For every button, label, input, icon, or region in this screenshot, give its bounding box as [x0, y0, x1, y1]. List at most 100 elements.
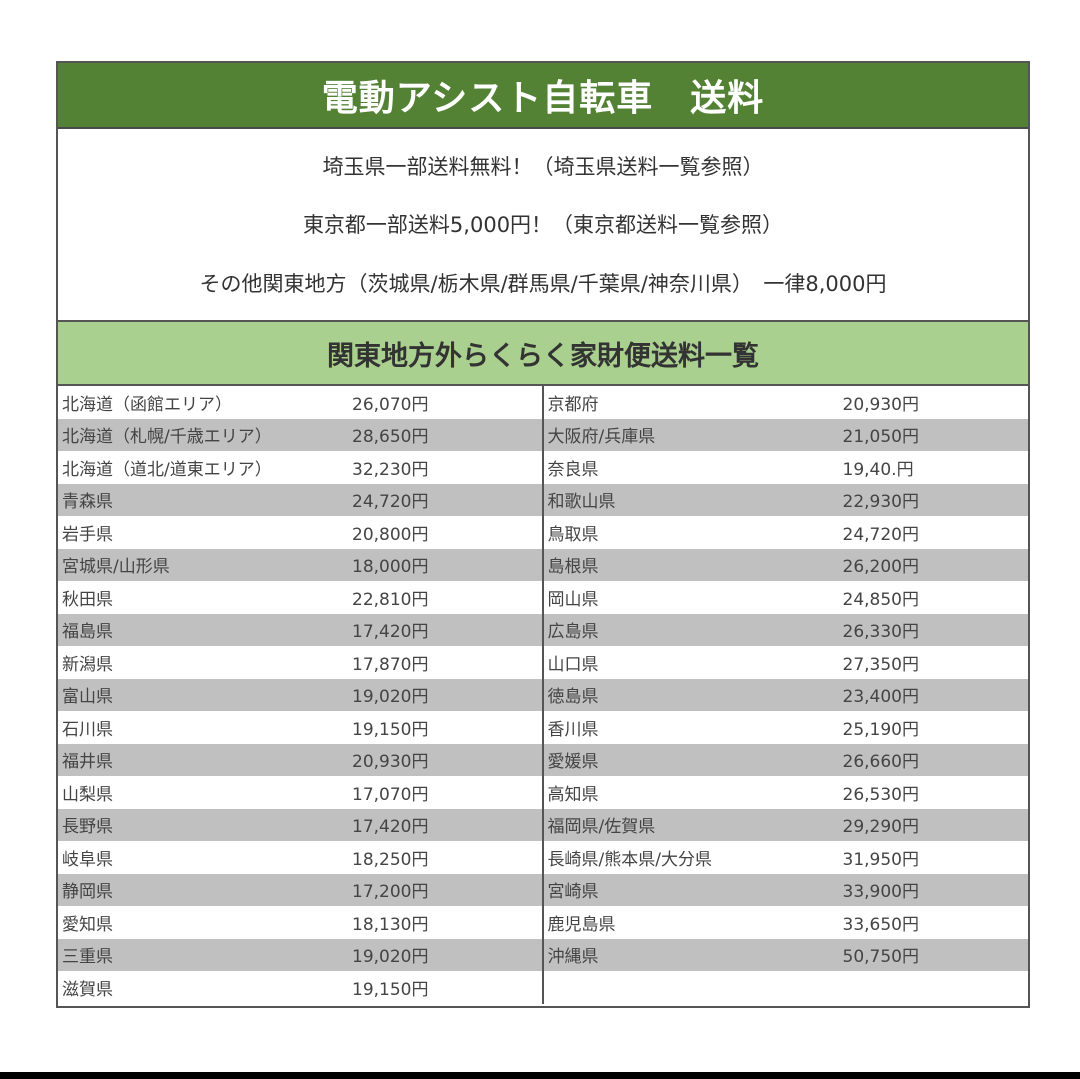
table-row: 愛知県 18,130円	[58, 906, 542, 939]
table-row: 秋田県 22,810円	[58, 581, 542, 614]
table-row: 北海道（道北/道東エリア） 32,230円	[58, 451, 542, 484]
shipping-fee: 17,870円	[352, 654, 429, 675]
shipping-fee: 20,930円	[842, 394, 919, 415]
table-row: 広島県 26,330円	[543, 613, 1028, 646]
table-row: 石川県 19,150円	[58, 711, 542, 744]
table-row: 島根県 26,200円	[543, 548, 1028, 581]
table-row: 新潟県 17,870円	[58, 646, 542, 679]
shipping-fee: 19,150円	[352, 719, 429, 740]
table-row: 鹿児島県 33,650円	[544, 906, 1029, 939]
info-section: 埼玉県一部送料無料！（埼玉県送料一覧参照） 東京都一部送料5,000円！（東京都…	[58, 129, 1028, 322]
region-name: 青森県	[62, 492, 113, 513]
table-row: 福岡県/佐賀県 29,290円	[543, 808, 1028, 841]
region-name: 広島県	[547, 622, 599, 643]
region-name: 富山県	[62, 687, 113, 708]
table-row: 静岡県 17,200円	[58, 873, 542, 906]
shipping-fee: 19,020円	[352, 687, 429, 708]
region-name: 和歌山県	[547, 492, 616, 513]
region-name: 宮城県/山形県	[62, 557, 170, 578]
shipping-fee: 17,420円	[352, 817, 429, 838]
region-name: 静岡県	[62, 882, 113, 903]
info-line-saitama: 埼玉県一部送料無料！（埼玉県送料一覧参照）	[322, 155, 764, 180]
shipping-fee: 33,900円	[842, 882, 919, 903]
shipping-fee: 26,660円	[842, 752, 919, 773]
shipping-fee: 18,130円	[352, 914, 429, 935]
region-name: 岡山県	[547, 589, 599, 610]
region-name: 秋田県	[62, 589, 113, 610]
region-name: 福井県	[62, 752, 113, 773]
shipping-fee: 27,350円	[842, 654, 919, 675]
shipping-fee: 25,190円	[842, 719, 919, 740]
table-row: 富山県 19,020円	[58, 678, 542, 711]
shipping-fee: 18,000円	[352, 557, 429, 578]
shipping-fee: 19,150円	[352, 979, 429, 1000]
table-row: 宮城県/山形県 18,000円	[58, 548, 542, 581]
region-name: 島根県	[547, 557, 599, 578]
table-row: 岐阜県 18,250円	[58, 841, 542, 874]
shipping-fee: 17,200円	[352, 882, 429, 903]
shipping-fee: 24,720円	[352, 492, 429, 513]
region-name: 徳島県	[547, 687, 599, 708]
shipping-fee: 20,800円	[352, 524, 429, 545]
info-line-tokyo: 東京都一部送料5,000円！（東京都送料一覧参照）	[302, 213, 784, 238]
shipping-fee: 26,530円	[842, 784, 919, 805]
region-name: 北海道（函館エリア）	[62, 394, 232, 415]
shipping-fee: 22,810円	[352, 589, 429, 610]
region-name: 三重県	[62, 947, 113, 968]
fee-table-right-column: 京都府 20,930円大阪府/兵庫県 21,050円奈良県 19,40.円和歌山県 22…	[543, 386, 1029, 1004]
table-row: 三重県 19,020円	[58, 938, 542, 971]
region-name: 愛媛県	[547, 752, 599, 773]
shipping-fee: 23,400円	[842, 687, 919, 708]
region-name: 鹿児島県	[547, 914, 616, 935]
region-name: 北海道（道北/道東エリア）	[62, 459, 272, 480]
page-title: 電動アシスト自転車 送料	[58, 63, 1028, 129]
table-row: 宮崎県 33,900円	[543, 873, 1028, 906]
table-row: 岩手県 20,800円	[58, 516, 542, 549]
table-row: 長崎県/熊本県/大分県 31,950円	[544, 841, 1029, 874]
table-row: 奈良県 19,40.円	[544, 451, 1029, 484]
section-subtitle: 関東地方外らくらく家財便送料一覧	[58, 322, 1028, 386]
table-row: 京都府 20,930円	[544, 386, 1029, 419]
table-row: 山梨県 17,070円	[58, 776, 542, 809]
table-row: 北海道（札幌/千歳エリア） 28,650円	[58, 418, 542, 451]
table-row: 長野県 17,420円	[58, 808, 542, 841]
region-name: 鳥取県	[547, 524, 599, 545]
region-name: 北海道（札幌/千歳エリア）	[62, 427, 272, 448]
table-row: 滋賀県 19,150円	[58, 971, 542, 1004]
shipping-fee: 19,020円	[352, 947, 429, 968]
region-name: 高知県	[547, 784, 599, 805]
region-name: 京都府	[547, 394, 599, 415]
shipping-fee: 26,200円	[842, 557, 919, 578]
shipping-fee: 24,720円	[842, 524, 919, 545]
table-row: 福井県 20,930円	[58, 743, 542, 776]
table-row: 徳島県 23,400円	[543, 678, 1028, 711]
shipping-fee: 29,290円	[842, 817, 919, 838]
region-name: 愛知県	[62, 914, 113, 935]
table-row: 山口県 27,350円	[544, 646, 1029, 679]
region-name: 福島県	[62, 622, 113, 643]
region-name: 宮崎県	[547, 882, 599, 903]
region-name: 大阪府/兵庫県	[547, 427, 656, 448]
shipping-fee: 26,070円	[352, 394, 429, 415]
region-name: 山口県	[547, 654, 599, 675]
shipping-fee: 50,750円	[842, 947, 919, 968]
shipping-fee: 22,930円	[842, 492, 919, 513]
region-name: 沖縄県	[547, 947, 599, 968]
info-line-kanto: その他関東地方（茨城県/栃木県/群馬県/千葉県/神奈川県） 一律8,000円	[199, 271, 887, 296]
region-name: 長野県	[62, 817, 113, 838]
bottom-bar	[0, 1072, 1080, 1079]
shipping-fee: 18,250円	[352, 849, 429, 870]
table-row: 高知県 26,530円	[544, 776, 1029, 809]
shipping-fee-sheet: 電動アシスト自転車 送料 埼玉県一部送料無料！（埼玉県送料一覧参照） 東京都一部…	[56, 61, 1030, 1008]
table-row: 青森県 24,720円	[58, 483, 542, 516]
table-row: 岡山県 24,850円	[544, 581, 1029, 614]
region-name: 山梨県	[62, 784, 113, 805]
shipping-fee: 19,40.円	[842, 459, 914, 480]
shipping-fee: 21,050円	[842, 427, 919, 448]
table-row: 北海道（函館エリア） 26,070円	[58, 386, 542, 419]
region-name: 滋賀県	[62, 979, 113, 1000]
table-row: 愛媛県 26,660円	[543, 743, 1028, 776]
table-row: 鳥取県 24,720円	[544, 516, 1029, 549]
shipping-fee: 33,650円	[842, 914, 919, 935]
region-name: 石川県	[62, 719, 113, 740]
